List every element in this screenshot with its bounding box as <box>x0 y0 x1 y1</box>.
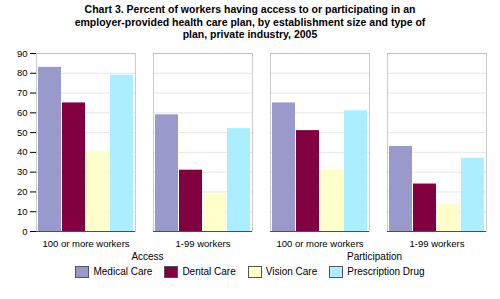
svg-text:40: 40 <box>17 146 28 157</box>
svg-text:0: 0 <box>22 225 27 236</box>
svg-text:20: 20 <box>17 185 28 196</box>
html-text:Medical Care: Medical Care <box>93 266 153 277</box>
html-text:Access: Access <box>131 250 164 262</box>
html-text:Vision Care: Vision Care <box>265 266 318 277</box>
svg-text:1-99 workers: 1-99 workers <box>410 238 465 249</box>
svg-text:70: 70 <box>17 87 28 98</box>
svg-text:60: 60 <box>17 106 28 117</box>
html-text:Chart 3. Percent of workers ha: Chart 3. Percent of workers having acces… <box>74 3 426 40</box>
svg-text:100 or more workers: 100 or more workers <box>276 238 363 249</box>
svg-text:10: 10 <box>17 205 28 216</box>
svg-text:50: 50 <box>17 126 28 137</box>
svg-text:1-99 workers: 1-99 workers <box>176 238 231 249</box>
html-text:Prescription Drug: Prescription Drug <box>347 266 425 277</box>
svg-text:30: 30 <box>17 166 28 177</box>
html-text:Participation: Participation <box>347 250 402 262</box>
html-text:Dental Care: Dental Care <box>182 266 236 277</box>
svg-text:100 or more workers: 100 or more workers <box>42 238 129 249</box>
svg-text:90: 90 <box>17 47 28 58</box>
svg-text:80: 80 <box>17 67 28 78</box>
